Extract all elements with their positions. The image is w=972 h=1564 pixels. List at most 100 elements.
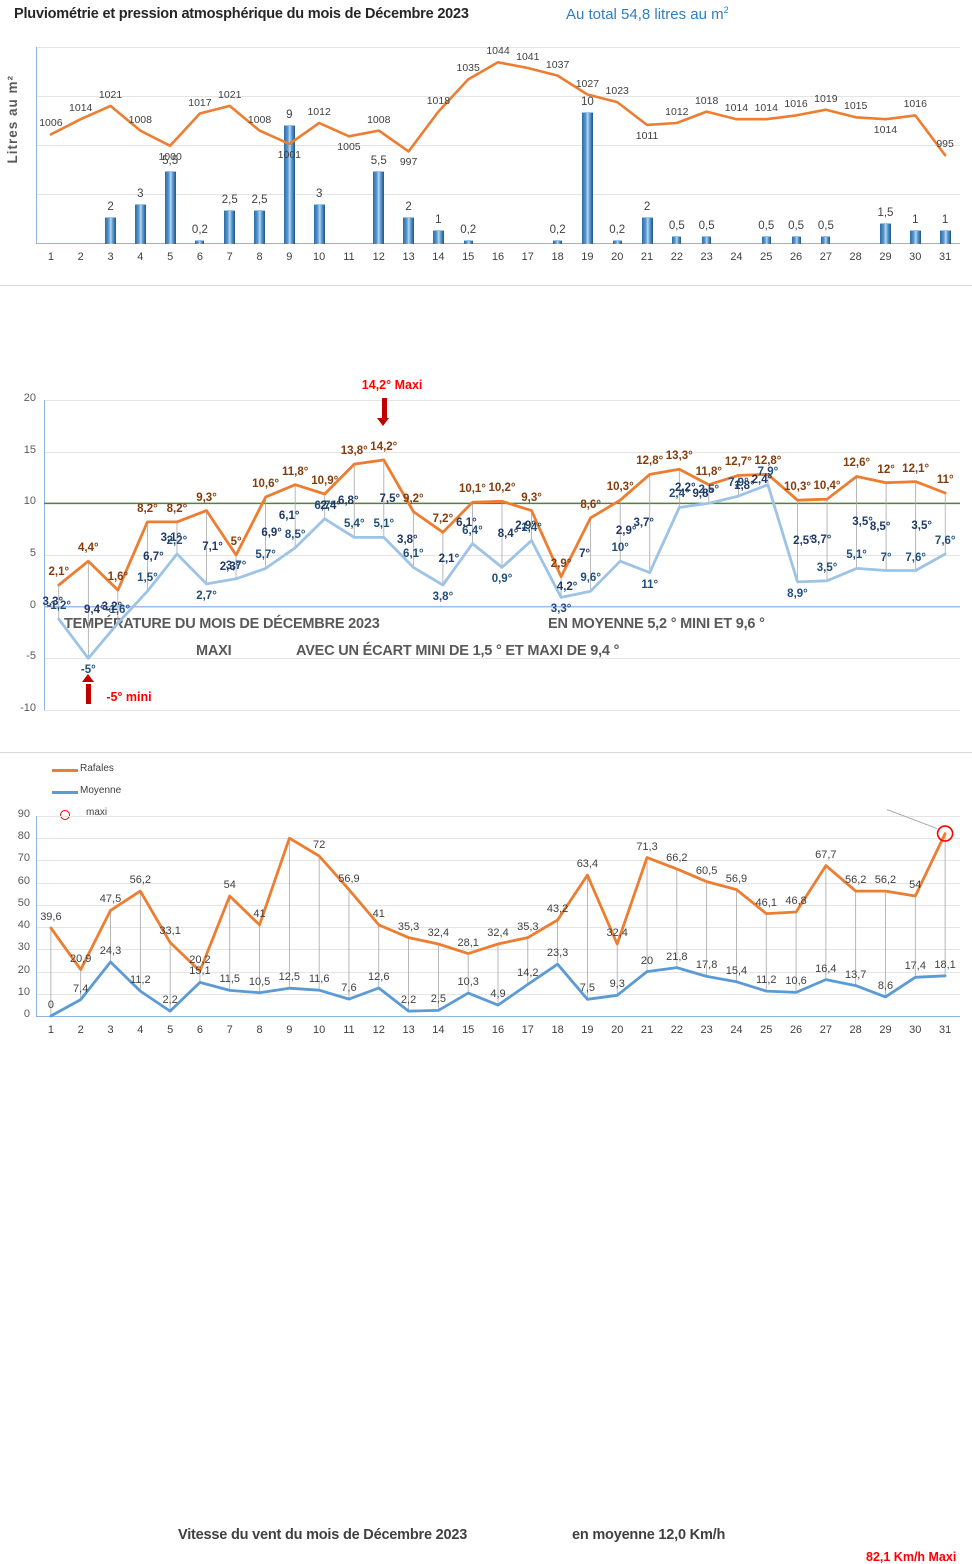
chart1-y-axis [36,47,37,243]
temp-max-label: 14,2° [370,440,398,453]
rainfall-value-label: 2 [107,200,114,213]
chart1-x-tick: 13 [402,251,415,263]
legend-maxi-swatch [60,810,70,820]
temp-min-label: 3,7° [225,559,247,572]
chart3-x-tick: 9 [286,1024,293,1036]
wind-mean-label: 2,5 [430,993,447,1006]
rainfall-bar [403,216,415,244]
wind-mean-label: 2,2 [400,994,417,1007]
pressure-value-label: 1001 [277,148,302,161]
wind-gust-label: 33,1 [159,925,181,938]
temp-min-label: -1,6° [105,604,131,617]
pressure-line-svg [49,61,947,157]
chart1-x-tick: 14 [432,251,445,263]
chart1-x-tick: 30 [909,251,922,263]
chart1-x-tick: 29 [879,251,892,263]
temp-ecart-label: 3,5° [911,520,932,533]
temp-maxi-annotation: 14,2° Maxi [361,377,423,392]
temp-ecart-label: 6,9° [261,526,282,539]
rainfall-bar [909,229,921,244]
rainfall-value-label: 0,2 [191,224,208,237]
chart3-x-tick: 1 [47,1024,54,1036]
temp-min-label: 7,6° [905,551,926,564]
legend-rafales-label: Rafales [80,763,114,774]
temp-ecart-label: 3,7° [810,534,832,547]
temp-min-label: 3,8° [432,590,454,603]
wind-maxi-marker [936,825,954,842]
pressure-value-label: 1019 [814,92,838,105]
chart1-x-tick: 22 [670,251,683,263]
wind-mean-label: 9,3 [609,978,625,991]
gridline [36,860,960,862]
pressure-value-label: 997 [399,156,418,169]
temp-min-label: 2,2° [166,534,188,547]
temp-ecart-label: 3,8° [397,533,418,546]
temp-max-label: 13,3° [665,450,693,463]
chart3-x-tick: 7 [226,1024,233,1036]
pressure-value-label: 1008 [367,113,391,126]
temp-max-label: 10,4° [813,480,841,493]
temp-min-label: 10° [611,542,629,555]
rainfall-bar [672,236,682,244]
temp-ecart-label: 2,4° [751,473,773,486]
gridline [44,451,960,453]
pressure-value-label: 1018 [694,94,719,107]
chart1-x-tick: 10 [313,251,326,263]
rainfall-bar [463,240,473,244]
temp-max-label: 12,7° [724,456,752,469]
chart3-y-tick: 10 [17,985,30,998]
temp-ecart-label: 8,5° [869,520,891,533]
chart3-y-tick: 80 [17,830,30,843]
rainfall-bar [283,125,295,244]
chart3-x-tick: 24 [730,1024,743,1036]
rainfall-value-label: 3 [137,187,144,200]
rainfall-value-label: 0,5 [788,220,805,233]
rainfall-bar [164,171,176,244]
wind-gust-label: 35,3 [397,920,420,933]
chart3-x-tick: 15 [462,1024,475,1036]
wind-gust-label: 66,2 [666,851,688,864]
wind-gust-label: 39,6 [40,911,62,923]
rainfall-value-label: 3 [315,187,323,200]
gridline [44,658,960,660]
chart3-x-tick: 28 [849,1024,862,1036]
temp-max-label: 4,4° [78,542,99,555]
chart1-x-axis [36,243,960,244]
chart-pluviometrie-panel: Pluviométrie et pression atmosphérique d… [0,0,972,285]
chart1-x-tick: 28 [849,251,862,263]
wind-gust-label: 46,1 [755,896,777,909]
pressure-value-label: 1041 [516,50,540,63]
chart1-total-label: Au total 54,8 litres au m2 [566,5,729,23]
pressure-value-label: 995 [936,138,954,151]
rainfall-bar [553,240,563,244]
chart-temperature-panel: TEMPÉRATURE DU MOIS DE DÉCEMBRE 2023 EN … [0,286,972,751]
chart3-maxi-annotation: 82,1 Km/h Maxi [866,1550,957,1564]
wind-gust-label: 20,2 [189,954,211,967]
temp-ecart-label: 2,1° [438,552,460,565]
rainfall-value-label: 1 [435,213,442,226]
temp-min-label: -1,2° [46,600,71,613]
chart1-x-tick: 2 [77,251,84,263]
wind-mean-label: 10,6 [785,975,807,988]
temp-ecart-label: 6,7° [143,550,164,563]
wind-mean-label: 7,4 [73,982,89,995]
chart1-x-tick: 24 [730,251,743,263]
temp-max-label: 9,3° [521,491,542,504]
temp-max-label: 11,8° [281,465,309,478]
wind-mean-label: 10,3 [457,976,479,989]
chart2-y-tick: -10 [20,702,36,714]
pressure-value-label: 1014 [724,102,749,115]
pressure-value-label: 1016 [903,98,927,111]
wind-mean-label: 12,5 [278,971,301,984]
rainfall-bar [224,210,236,244]
temp-ecart-label: 7,1° [202,541,223,554]
chart2-plot-area: -10 -5 0 5 10 15 20 2,1° 4,4° 1,6° 8,2° 8,2° 9,3° 5° 1… [20,378,960,714]
wind-mean-label: 11,5 [219,973,241,986]
rainfall-value-label: 5,5 [370,155,387,168]
wind-mean-label: 17,4 [904,960,926,973]
temp-mini-annotation: -5° mini [106,690,152,705]
chart3-x-tick: 2 [77,1024,84,1036]
chart1-x-tick: 31 [938,251,952,263]
wind-gust-label: 20,9 [69,952,92,965]
pressure-value-label: 1037 [545,58,570,71]
